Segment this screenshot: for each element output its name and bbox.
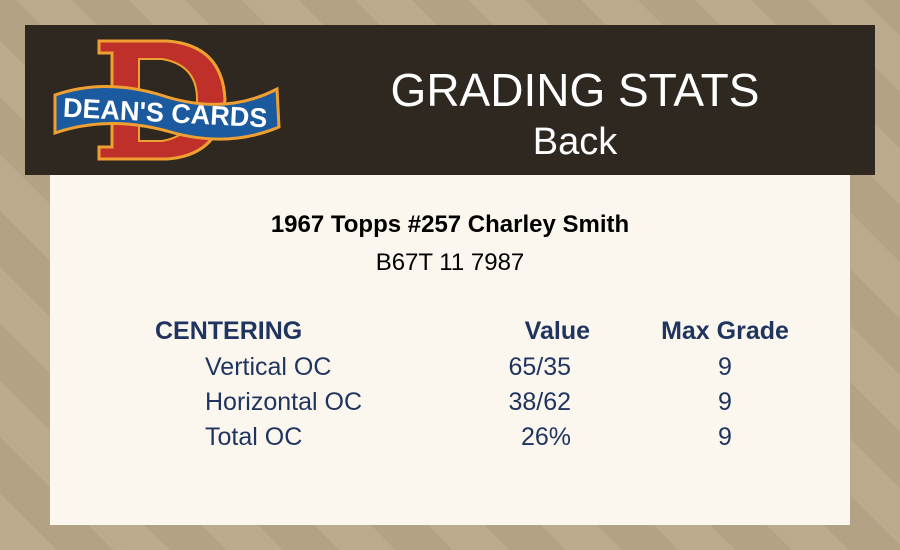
row-max: 9 [718,388,732,416]
card-name: 1967 Topps #257 Charley Smith [270,211,630,238]
row-max: 9 [718,353,732,381]
stats-panel: 1967 Topps #257 Charley Smith B67T 11 79… [50,175,850,525]
row-label: Total OC [205,423,303,451]
max-grade-header: Max Grade [661,317,789,345]
row-value: 38/62 [508,388,571,416]
row-value: 65/35 [508,353,571,381]
deans-cards-logo: DEAN'S CARDS [53,39,281,161]
section-heading: CENTERING [155,317,303,345]
row-max: 9 [718,423,732,451]
header: DEAN'S CARDS GRADING STATS Back [25,25,875,175]
row-label: Horizontal OC [205,388,362,416]
card-code: B67T 11 7987 [375,249,525,276]
row-label: Vertical OC [205,353,332,381]
page-subtitle: Back [532,121,618,163]
svg-text:DEAN'S CARDS: DEAN'S CARDS [62,93,268,134]
row-value: 26% [520,423,571,451]
page-title: GRADING STATS [390,64,760,116]
value-header: Value [524,317,590,345]
